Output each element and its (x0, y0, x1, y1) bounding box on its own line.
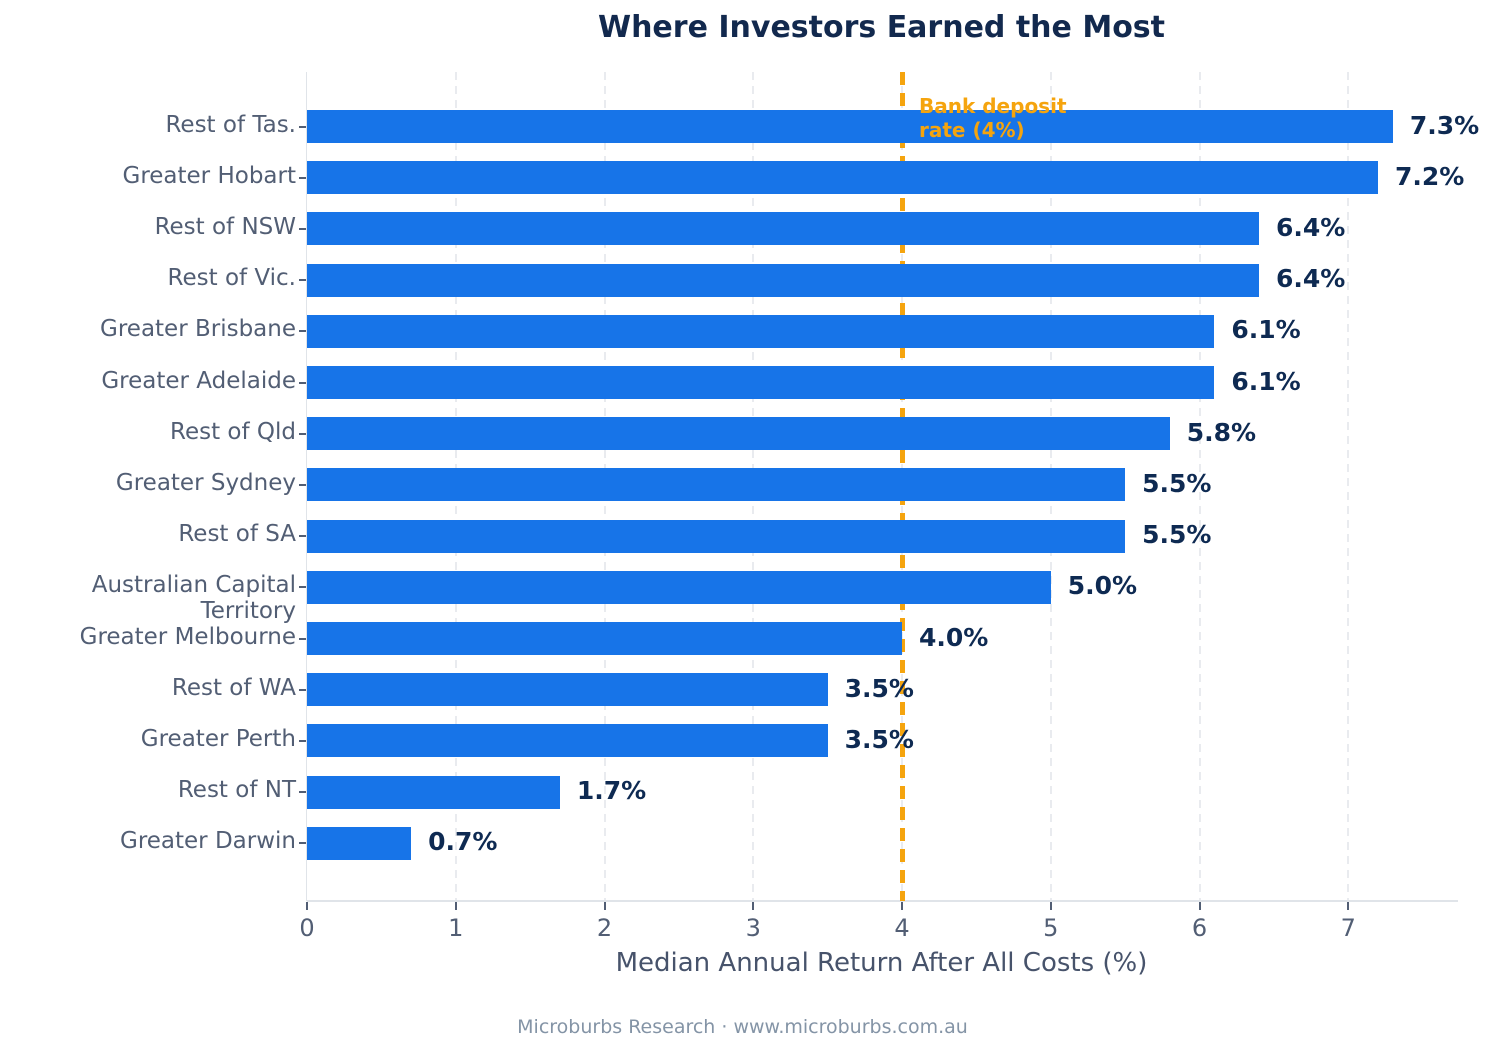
chart-title: Where Investors Earned the Most (597, 10, 1165, 45)
reference-line-label-line1: Bank deposit (919, 94, 1067, 118)
bar (307, 417, 1170, 451)
y-tick-mark (299, 330, 306, 333)
y-tick-mark (299, 125, 306, 128)
y-tick-mark (299, 791, 306, 794)
y-tick-mark (299, 586, 306, 589)
x-tick-mark (901, 902, 903, 910)
x-tick-label: 3 (745, 914, 761, 942)
value-label: 5.8% (1186, 417, 1257, 447)
y-tick-mark (299, 688, 306, 691)
value-label: 6.4% (1276, 264, 1346, 294)
bar (307, 468, 1126, 502)
bar (307, 263, 1259, 297)
gridline (1198, 72, 1201, 901)
y-tick-mark (299, 483, 306, 486)
x-tick-mark (1049, 902, 1052, 910)
value-label: 7.2% (1395, 161, 1465, 191)
gridline (1347, 72, 1350, 901)
y-tick-mark (299, 176, 306, 179)
value-label: 6.1% (1231, 315, 1301, 345)
y-tick-mark (299, 432, 306, 435)
value-label: 1.7% (576, 776, 647, 806)
category-label: Greater Darwin (120, 828, 296, 855)
bar (307, 570, 1051, 604)
value-label: 4.0% (919, 622, 989, 652)
x-tick-label: 1 (448, 914, 464, 942)
value-label: 6.1% (1231, 366, 1301, 396)
value-label: 3.5% (844, 724, 914, 754)
value-label: 0.7% (428, 827, 498, 857)
bar (307, 110, 1393, 143)
y-axis-spine (306, 72, 307, 901)
x-tick-mark (306, 902, 308, 910)
category-label: Rest of WA (171, 674, 296, 701)
x-tick-label: 6 (1191, 914, 1208, 942)
x-tick-mark (454, 902, 457, 910)
value-label: 3.5% (844, 673, 914, 703)
bar (307, 161, 1378, 195)
category-label: Rest of NSW (154, 213, 296, 240)
category-label: Australian Capital Territory (91, 572, 296, 625)
category-label: Rest of Tas. (165, 111, 296, 138)
category-label: Rest of NT (177, 777, 296, 804)
y-tick-mark (299, 227, 306, 230)
bar (307, 366, 1215, 399)
x-axis-line (307, 900, 1458, 902)
bar (307, 826, 412, 860)
x-tick-label: 4 (894, 914, 910, 942)
bar (307, 622, 902, 655)
x-tick-label: 7 (1340, 914, 1356, 942)
category-label: Greater Brisbane (100, 316, 296, 343)
category-label: Greater Hobart (122, 162, 297, 189)
category-label: Rest of Vic. (167, 265, 296, 292)
y-tick-mark (299, 842, 306, 845)
x-tick-mark (1198, 902, 1201, 910)
value-label: 5.0% (1067, 571, 1138, 601)
bar (307, 519, 1126, 553)
bar (307, 314, 1215, 348)
value-label: 5.5% (1142, 468, 1212, 498)
x-tick-mark (1347, 902, 1350, 910)
reference-line-label-line2: rate (4%) (919, 118, 1025, 142)
y-tick-mark (299, 535, 306, 538)
category-label: Greater Adelaide (101, 367, 296, 394)
bar (307, 775, 560, 809)
x-tick-mark (752, 902, 755, 910)
bar (307, 724, 828, 758)
y-tick-mark (299, 381, 306, 384)
bar (307, 212, 1259, 246)
footer-credit: Microburbs Research · www.microburbs.com… (517, 1016, 968, 1038)
category-label: Rest of SA (178, 521, 296, 548)
y-tick-mark (299, 739, 306, 742)
category-label: Greater Melbourne (79, 623, 296, 650)
category-label: Greater Perth (140, 725, 296, 752)
x-tick-label: 5 (1043, 914, 1059, 942)
x-tick-mark (603, 902, 606, 910)
value-label: 7.3% (1409, 110, 1480, 140)
reference-line-label: Bank deposit rate (4%) (919, 94, 1067, 142)
value-label: 6.4% (1276, 212, 1346, 242)
x-tick-label: 0 (299, 914, 315, 942)
bar (307, 673, 828, 707)
category-label: Greater Sydney (115, 469, 296, 496)
x-axis-title: Median Annual Return After All Costs (%) (615, 948, 1148, 978)
x-tick-label: 2 (596, 914, 613, 942)
category-label: Rest of Qld (170, 418, 296, 445)
value-label: 5.5% (1142, 520, 1212, 550)
y-tick-mark (299, 279, 306, 282)
y-tick-mark (299, 637, 306, 640)
